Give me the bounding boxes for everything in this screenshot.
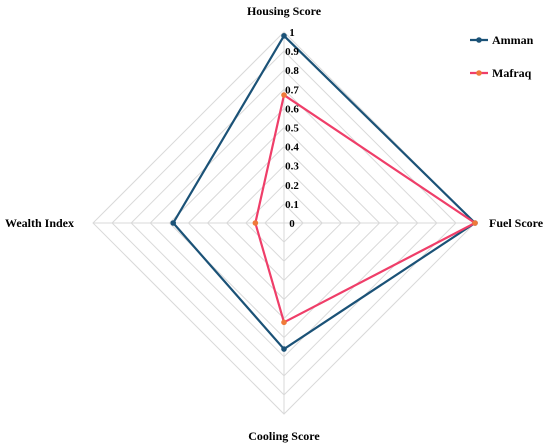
axis-label: Housing Score [247, 4, 322, 18]
tick-label: 1 [289, 27, 295, 39]
tick-label: 0.1 [285, 199, 299, 211]
data-point-mafraq [281, 319, 287, 326]
legend: Amman Mafraq [470, 33, 534, 80]
data-point-mafraq [281, 92, 287, 98]
data-point-amman [281, 33, 287, 39]
axis-label-layer: Housing Score Fuel Score Cooling Score Weal… [5, 4, 544, 443]
tick-label: 0.9 [285, 46, 299, 58]
tick-label: 0.2 [285, 180, 299, 192]
tick-label: 0.5 [285, 123, 299, 135]
tick-layer: 0 0.1 0.2 0.3 0.4 0.5 0.6 0.7 0.8 0.9 1 [285, 27, 299, 230]
legend-label: Amman [492, 33, 534, 47]
series-layer [170, 33, 478, 352]
axis-label: Cooling Score [248, 429, 320, 443]
data-point-amman [281, 346, 287, 352]
data-point-amman [170, 220, 177, 226]
tick-label: 0 [289, 218, 295, 230]
grid-layer [92, 31, 476, 415]
legend-swatch-marker [476, 37, 482, 43]
tick-label: 0.8 [285, 65, 299, 77]
legend-label: Mafraq [492, 66, 532, 80]
tick-label: 0.6 [285, 103, 299, 115]
legend-swatch-marker [476, 70, 482, 76]
data-point-mafraq [252, 220, 259, 226]
axis-label: Fuel Score [489, 216, 544, 230]
tick-label: 0.4 [285, 142, 299, 154]
tick-label: 0.3 [285, 161, 299, 173]
data-point-mafraq [472, 220, 478, 226]
tick-label: 0.7 [285, 84, 299, 96]
axis-label: Wealth Index [5, 216, 74, 230]
